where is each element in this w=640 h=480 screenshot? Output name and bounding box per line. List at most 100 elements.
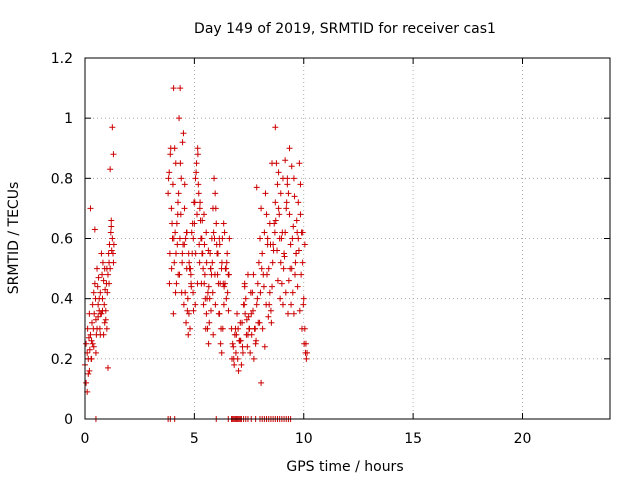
data-point: [102, 286, 109, 293]
data-point: [205, 247, 212, 254]
data-point: [185, 250, 192, 257]
data-point: [207, 265, 214, 272]
data-point: [186, 259, 193, 266]
data-point: [279, 301, 286, 308]
data-point: [263, 211, 270, 218]
data-point: [205, 283, 212, 290]
plot-frame: [84, 57, 611, 420]
data-point: [95, 274, 102, 281]
data-point: [212, 301, 219, 308]
data-point: [258, 379, 265, 386]
data-point: [236, 337, 243, 344]
data-point: [218, 259, 225, 266]
data-point: [243, 331, 250, 338]
data-point: [234, 355, 241, 362]
data-point: [239, 349, 246, 356]
data-point: [101, 319, 108, 326]
data-point: [302, 349, 309, 356]
data-point: [107, 229, 114, 236]
data-point: [215, 310, 222, 317]
data-point: [187, 271, 194, 278]
data-point: [84, 325, 91, 332]
data-point: [278, 280, 285, 287]
data-point: [199, 250, 206, 257]
data-point: [225, 307, 232, 314]
data-point: [241, 283, 248, 290]
data-point: [211, 271, 218, 278]
data-point: [297, 211, 304, 218]
data-point: [283, 199, 290, 206]
y-tick-label: 1.2: [51, 51, 73, 67]
data-point: [192, 175, 199, 182]
data-point: [289, 235, 296, 242]
data-point: [89, 301, 96, 308]
data-point: [190, 235, 197, 242]
data-point: [253, 337, 260, 344]
data-point: [206, 319, 213, 326]
y-tick-label: 0: [64, 412, 73, 428]
data-point: [110, 250, 116, 257]
data-point: [293, 217, 300, 224]
data-point: [186, 265, 193, 272]
x-tick-label: 5: [190, 431, 199, 447]
data-point: [282, 289, 289, 296]
axis-ticks: 0 0.2 0.4 0.6 0.8 1 1.2 0 5 10 15 20: [51, 51, 610, 447]
data-point: [280, 265, 287, 272]
data-point: [266, 220, 273, 227]
data-point: [217, 280, 224, 287]
data-point: [110, 151, 117, 158]
data-point: [275, 205, 282, 212]
data-point: [109, 235, 116, 242]
data-point: [189, 220, 196, 227]
data-point: [242, 295, 249, 302]
data-point: [177, 85, 184, 92]
data-point: [108, 217, 115, 224]
data-point: [91, 310, 98, 317]
data-point: [96, 295, 103, 302]
data-point: [253, 301, 260, 308]
data-point: [297, 181, 304, 188]
data-point: [293, 250, 300, 257]
data-point: [110, 259, 117, 266]
data-point: [295, 199, 302, 206]
data-point: [94, 325, 101, 332]
data-point: [303, 355, 310, 362]
data-point: [95, 313, 102, 320]
data-point: [201, 211, 207, 218]
data-point: [279, 175, 286, 182]
data-point: [299, 259, 306, 266]
data-point: [97, 331, 104, 338]
data-point: [231, 361, 238, 368]
data-point: [285, 277, 292, 284]
data-point: [266, 289, 273, 296]
data-point: [168, 265, 175, 272]
data-point: [183, 229, 190, 236]
data-point: [103, 325, 110, 332]
data-point: [173, 280, 180, 287]
data-point: [99, 271, 106, 278]
data-point: [174, 241, 181, 248]
data-point: [106, 280, 113, 287]
data-point: [174, 199, 181, 206]
data-point: [89, 319, 95, 326]
data-point: [202, 325, 209, 332]
data-point: [296, 307, 303, 314]
data-point: [192, 250, 199, 257]
data-point: [255, 259, 262, 266]
data-point: [171, 259, 178, 266]
data-point: [185, 331, 192, 338]
data-point: [173, 250, 179, 257]
data-point: [259, 250, 266, 257]
data-point: [92, 349, 99, 356]
x-tick-label: 15: [404, 431, 422, 447]
data-point: [296, 160, 303, 167]
data-point: [169, 220, 176, 227]
data-point: [233, 331, 240, 338]
data-point: [166, 250, 173, 257]
data-point: [203, 229, 210, 236]
y-axis-label: SRMTID / TECUs: [6, 182, 22, 295]
data-point: [98, 250, 105, 257]
data-point: [196, 259, 203, 266]
data-point: [87, 205, 94, 212]
y-tick-label: 0.8: [51, 171, 73, 187]
